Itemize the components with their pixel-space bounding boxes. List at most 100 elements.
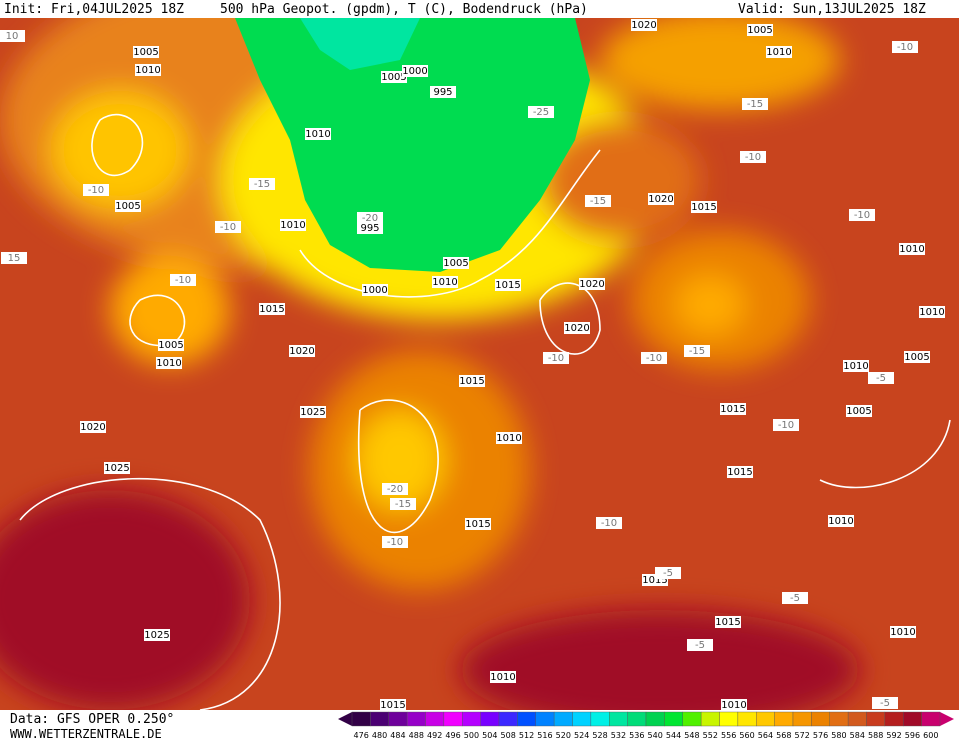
temperature-label-box <box>740 151 766 163</box>
isobar-label-box <box>904 351 930 363</box>
isobar-label: 1015 <box>259 304 284 315</box>
colorbar-tick-label: 560 <box>739 731 754 740</box>
isobar-label: 1005 <box>747 25 772 36</box>
colorbar-tick-label: 588 <box>868 731 883 740</box>
colorbar-swatch <box>572 711 592 727</box>
colorbar-tick-label: 532 <box>611 731 626 740</box>
temperature-label-box <box>83 184 109 196</box>
isobar-label-box <box>305 128 331 140</box>
isobar-label: 1005 <box>443 258 468 269</box>
isobar-label: 1005 <box>115 201 140 212</box>
isobar-label: 1015 <box>691 202 716 213</box>
colorbar-tick-label: 580 <box>831 731 846 740</box>
isobar-label: 1010 <box>843 361 868 372</box>
isobar-label: 1010 <box>890 627 915 638</box>
colorbar-tick-label: 528 <box>592 731 607 740</box>
temperature-label: -10 <box>220 222 236 233</box>
isobar-label-box <box>289 345 315 357</box>
colorbar-tick-label: 476 <box>354 731 369 740</box>
isobar-label-box <box>828 515 854 527</box>
temperature-label: -10 <box>745 152 761 163</box>
isobar-label: 1015 <box>642 575 667 586</box>
colorbar-swatch <box>664 711 683 727</box>
colorbar-tick-label: 512 <box>519 731 534 740</box>
temperature-label: -10 <box>646 353 662 364</box>
temperature-label-box <box>655 567 681 579</box>
colorbar-swatch <box>682 711 702 727</box>
colorbar-tick-label: 508 <box>501 731 516 740</box>
colorbar-swatch <box>756 711 775 727</box>
colorbar-swatch <box>811 711 830 727</box>
colorbar-tick-label: 488 <box>409 731 424 740</box>
colorbar-swatch <box>847 711 867 727</box>
colorbar-swatch <box>535 711 555 727</box>
isobar-label-box <box>465 518 491 530</box>
colorbar-tick-label: 540 <box>648 731 663 740</box>
isobar-label-box <box>380 699 406 711</box>
colorbar-tick-label: 496 <box>445 731 460 740</box>
colorbar-swatch <box>553 711 573 727</box>
colorbar-swatch <box>792 711 812 727</box>
colorbar-tick-label: 552 <box>703 731 718 740</box>
temperature-label-box <box>382 483 408 495</box>
temperature-label: -15 <box>254 179 270 190</box>
isobar-label-box <box>280 219 306 231</box>
isobar-label-box <box>80 421 106 433</box>
isobar-label: 1010 <box>490 672 515 683</box>
colorbar-tick-label: 568 <box>776 731 791 740</box>
isobar-label-box <box>158 339 184 351</box>
isobar-label: 1010 <box>496 433 521 444</box>
temperature-label-box <box>849 209 875 221</box>
isobar-label: 1015 <box>459 376 484 387</box>
isobar-label: 1010 <box>899 244 924 255</box>
temperature-label: -10 <box>601 518 617 529</box>
temperature-label-box <box>215 221 241 233</box>
colorbar-tick-label: 480 <box>372 731 387 740</box>
colorbar-swatch <box>829 711 849 727</box>
isobar-label: 1010 <box>156 358 181 369</box>
isobar-label-box <box>104 462 130 474</box>
colorbar-tick-label: 492 <box>427 731 442 740</box>
isobar-label: 1000 <box>362 285 387 296</box>
isobar-label-box <box>846 405 872 417</box>
isobar-label-box <box>691 201 717 213</box>
temperature-label-box <box>773 419 799 431</box>
isobar-label: 1015 <box>720 404 745 415</box>
isobar-label-box <box>459 375 485 387</box>
colorbar-tick-label: 564 <box>758 731 773 740</box>
isobar-label-box <box>727 466 753 478</box>
isobar-label-box <box>432 276 458 288</box>
isobar-label: 995 <box>433 87 452 98</box>
isobar-label-box <box>144 629 170 641</box>
temperature-label: -5 <box>663 568 673 579</box>
colorbar-swatch <box>517 711 536 727</box>
colorbar-arrow-right <box>940 712 954 726</box>
colorbar-tick-label: 600 <box>923 731 938 740</box>
colorbar: 476 480 484 488 492 496 500 504 508 512 516 520 524 5… <box>338 711 954 740</box>
colorbar-swatch <box>388 711 408 727</box>
colorbar-swatch <box>903 711 922 727</box>
temperature-label: -10 <box>897 42 913 53</box>
colorbar-swatch <box>425 711 445 727</box>
temperature-label-box <box>585 195 611 207</box>
isobar-label: 995 <box>360 223 379 234</box>
colorbar-swatch <box>774 711 794 727</box>
isobar-label-box <box>721 699 747 711</box>
isobar-label: 1020 <box>80 422 105 433</box>
isobar-label: 1005 <box>381 72 406 83</box>
colorbar-tick-label: 548 <box>684 731 699 740</box>
colorbar-tick-label: 544 <box>666 731 681 740</box>
temperature-label-box <box>170 274 196 286</box>
isobar-label-box <box>115 200 141 212</box>
isobar-label: 1025 <box>104 463 129 474</box>
valid-time: Valid: Sun,13JUL2025 18Z <box>738 2 926 17</box>
isobar-label-box <box>496 432 522 444</box>
temperature-label: -25 <box>533 107 549 118</box>
header-bar: Init: Fri,04JUL2025 18Z 500 hPa Geopot. … <box>0 0 959 18</box>
colorbar-tick-label: 556 <box>721 731 736 740</box>
colorbar-swatch <box>884 711 904 727</box>
temperature-label: -5 <box>876 373 886 384</box>
temperature-label: -15 <box>689 346 705 357</box>
